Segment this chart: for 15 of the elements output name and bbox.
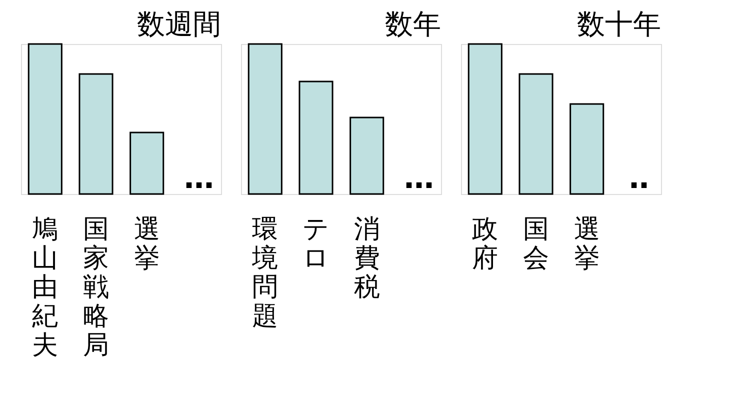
text: ‥ xyxy=(628,161,650,196)
x-tick-label: テロ xyxy=(302,214,330,274)
text: … xyxy=(184,161,214,196)
x-tick-label: 消費税 xyxy=(354,214,380,302)
chart-title: 数週間 xyxy=(137,7,221,40)
x-tick-label: 選挙 xyxy=(574,214,600,274)
x-tick-label: 選挙 xyxy=(134,214,160,274)
x-tick-label: 国会 xyxy=(523,214,549,274)
x-tick-label: 鳩山由紀夫 xyxy=(32,214,58,360)
chart-title: 数年 xyxy=(385,7,441,40)
x-tick-label: 環境問題 xyxy=(251,214,278,332)
text: … xyxy=(404,161,434,196)
chart-title: 数十年 xyxy=(577,7,661,40)
x-tick-label: 政府 xyxy=(472,214,498,274)
x-tick-label: 国家戦略局 xyxy=(83,214,109,360)
